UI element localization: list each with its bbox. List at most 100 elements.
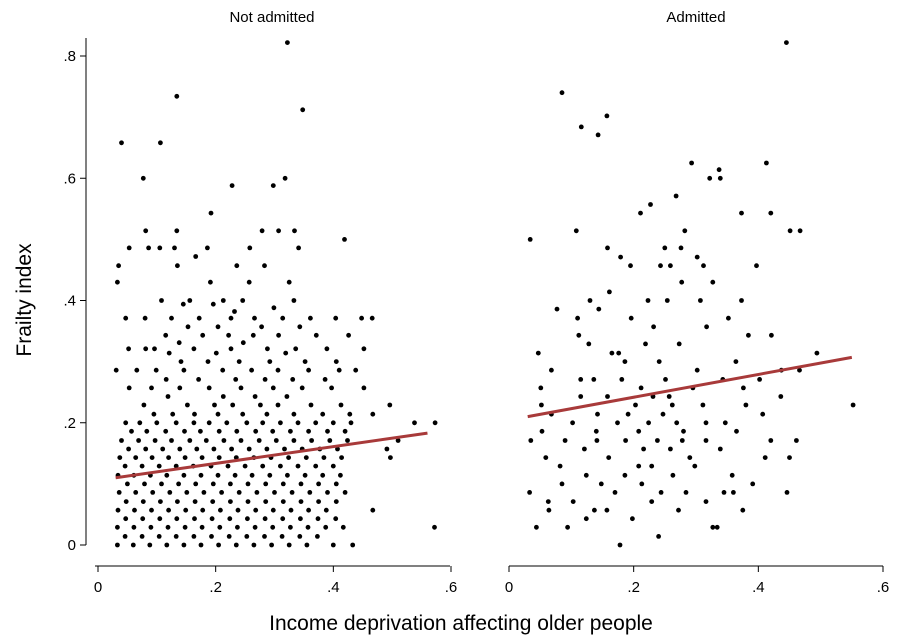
data-point	[670, 472, 676, 478]
data-point	[339, 455, 344, 460]
data-point	[658, 263, 663, 269]
data-point	[254, 490, 260, 495]
data-point	[156, 463, 162, 469]
data-point	[165, 394, 171, 399]
data-point	[669, 402, 675, 408]
data-point	[209, 534, 214, 539]
data-point	[750, 481, 756, 487]
data-point	[215, 411, 221, 417]
data-point	[295, 420, 301, 426]
data-point	[565, 524, 570, 530]
data-point	[559, 90, 565, 96]
data-point	[591, 377, 597, 382]
data-point	[359, 315, 364, 321]
data-point	[174, 228, 180, 234]
data-point	[212, 402, 217, 408]
data-point	[760, 411, 766, 417]
data-point	[191, 534, 197, 539]
data-point	[784, 490, 790, 495]
data-point	[618, 254, 623, 260]
data-point	[192, 411, 197, 417]
data-point	[290, 377, 296, 382]
data-point	[797, 228, 803, 234]
data-point	[336, 367, 342, 373]
data-point	[142, 315, 148, 321]
data-point	[395, 438, 401, 443]
data-point	[288, 507, 294, 513]
data-point	[701, 263, 706, 269]
data-point	[707, 175, 713, 181]
data-point	[361, 346, 367, 352]
data-point	[323, 524, 329, 530]
data-point	[295, 463, 301, 469]
data-point	[306, 507, 311, 513]
y-tick-label: .2	[63, 415, 76, 432]
data-point	[199, 524, 205, 530]
data-point	[731, 490, 736, 495]
data-point	[658, 490, 664, 495]
data-point	[703, 499, 709, 504]
data-point	[543, 455, 549, 460]
data-point	[309, 438, 314, 443]
points-admitted	[527, 40, 856, 548]
y-ticks: 0 .2 .4 .6 .8	[63, 48, 86, 554]
data-point	[710, 524, 716, 530]
data-point	[181, 472, 187, 478]
data-point	[265, 346, 270, 352]
data-point	[160, 446, 166, 452]
data-point	[814, 350, 820, 356]
data-point	[134, 367, 140, 373]
data-point	[119, 438, 124, 443]
data-point	[196, 377, 202, 382]
data-point	[338, 472, 343, 478]
data-point	[639, 481, 645, 487]
data-point	[286, 455, 291, 460]
data-point	[609, 350, 615, 356]
data-point	[664, 298, 670, 303]
data-point	[694, 367, 700, 373]
data-point	[181, 542, 187, 548]
data-point	[270, 524, 276, 530]
data-point	[605, 245, 610, 251]
data-point	[126, 385, 132, 391]
y-tick-label: .4	[63, 293, 76, 310]
data-point	[192, 516, 197, 522]
data-point	[175, 499, 180, 504]
data-point	[649, 463, 655, 469]
data-point	[242, 463, 248, 469]
data-point	[623, 438, 628, 443]
data-point	[698, 298, 703, 303]
data-point	[778, 394, 784, 399]
data-point	[245, 499, 251, 504]
x-tick-label: 0	[94, 579, 102, 596]
data-point	[674, 420, 680, 426]
data-point	[210, 301, 216, 307]
data-point	[643, 341, 648, 347]
data-point	[270, 507, 276, 513]
data-point	[616, 350, 622, 356]
data-point	[252, 524, 258, 530]
data-point	[293, 346, 299, 352]
data-point	[280, 481, 286, 487]
data-point	[116, 263, 121, 269]
data-point	[126, 446, 131, 452]
data-point	[797, 367, 802, 373]
y-tick-label: 0	[68, 537, 76, 554]
data-point	[570, 499, 576, 504]
data-point	[604, 507, 610, 513]
data-point	[184, 490, 190, 495]
data-point	[232, 472, 238, 478]
data-point	[325, 428, 330, 434]
data-point	[648, 202, 653, 207]
data-point	[619, 377, 625, 382]
data-point	[193, 254, 199, 259]
data-point	[741, 385, 746, 391]
data-point	[769, 332, 774, 338]
data-point	[249, 367, 255, 373]
data-point	[656, 534, 661, 539]
data-point	[176, 481, 182, 487]
data-point	[739, 298, 744, 303]
panel-title-admitted: Admitted	[666, 9, 725, 26]
data-point	[302, 472, 308, 478]
data-point	[604, 113, 610, 119]
